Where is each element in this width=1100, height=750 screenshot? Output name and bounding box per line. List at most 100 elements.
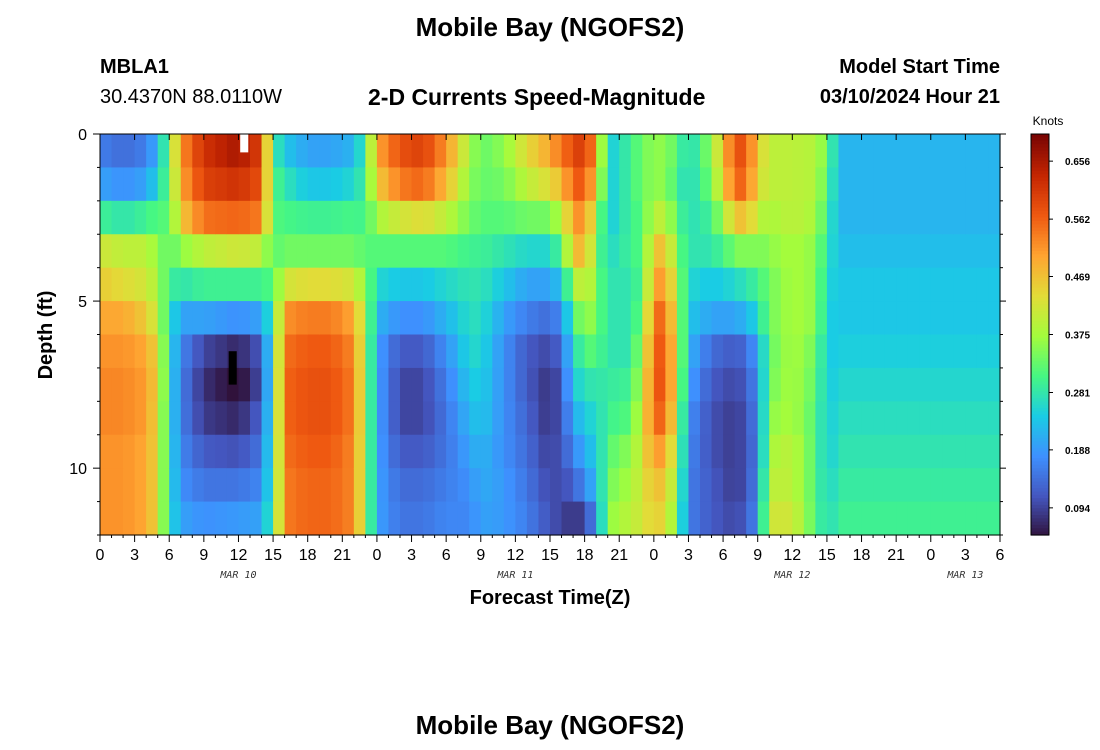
heatmap-cell: [850, 401, 863, 436]
heatmap-cell: [919, 434, 932, 469]
heatmap-cell: [550, 367, 563, 402]
heatmap-cell: [965, 167, 978, 202]
x-tick-label: 18: [853, 547, 871, 564]
heatmap-cell: [250, 301, 263, 336]
heatmap-cell: [134, 234, 147, 269]
heatmap-cell: [769, 367, 782, 402]
heatmap-cell: [930, 301, 943, 336]
heatmap-cell: [734, 234, 747, 269]
heatmap-cell: [630, 468, 643, 503]
heatmap-cell: [746, 267, 759, 302]
heatmap-cell: [642, 267, 655, 302]
heatmap-cell: [434, 334, 447, 369]
heatmap-cell: [723, 301, 736, 336]
colorbar-swatch: [1031, 284, 1049, 289]
heatmap-cell: [573, 234, 586, 269]
heatmap-cell: [319, 501, 332, 536]
heatmap-cell: [342, 367, 355, 402]
colorbar-swatch: [1031, 521, 1049, 526]
heatmap-cell: [584, 134, 597, 169]
heatmap-cell: [688, 134, 701, 169]
heatmap-cell: [803, 134, 816, 169]
heatmap-cell: [942, 434, 955, 469]
heatmap-cell: [815, 167, 828, 202]
heatmap-cell: [988, 301, 1001, 336]
heatmap-cell: [873, 334, 886, 369]
heatmap-cell: [723, 234, 736, 269]
heatmap-cell: [169, 234, 182, 269]
x-tick-label: 15: [264, 547, 282, 564]
heatmap-cell: [942, 367, 955, 402]
colorbar-swatch: [1031, 311, 1049, 316]
colorbar-swatch: [1031, 271, 1049, 275]
heatmap-cell: [376, 167, 390, 202]
heatmap-cell: [757, 401, 770, 436]
heatmap-cell: [480, 134, 493, 169]
heatmap-cell: [169, 301, 182, 336]
heatmap-cell: [480, 401, 493, 436]
colorbar: 0.656 0.562 0.469 0.375 0.281 0.188 0.094: [1030, 133, 1090, 536]
colorbar-swatch: [1031, 347, 1049, 352]
heatmap-cell: [319, 267, 332, 302]
heatmap-cell: [411, 301, 424, 336]
heatmap-cell: [596, 267, 609, 302]
heatmap-cell: [284, 200, 297, 235]
heatmap-cell: [907, 401, 920, 436]
heatmap-cell: [607, 468, 620, 503]
heatmap-cell: [642, 468, 655, 503]
heatmap-cell: [665, 134, 678, 169]
heatmap-cell: [215, 501, 228, 536]
heatmap-cell: [261, 134, 274, 169]
heatmap-cell: [434, 468, 447, 503]
heatmap-cell: [330, 200, 343, 235]
heatmap-cell: [365, 401, 378, 436]
heatmap-cell: [550, 134, 563, 169]
heatmap-cell: [330, 301, 343, 336]
heatmap-cell: [746, 501, 759, 536]
heatmap-cell: [561, 200, 574, 235]
heatmap-cell: [907, 200, 920, 235]
heatmap-cell: [676, 134, 690, 169]
heatmap-cell: [584, 167, 597, 202]
heatmap-cell: [365, 434, 378, 469]
heatmap-cell: [630, 234, 643, 269]
heatmap-cell: [838, 401, 851, 436]
heatmap-cell: [838, 334, 851, 369]
heatmap-cell: [157, 134, 170, 169]
heatmap-cell: [953, 134, 966, 169]
heatmap-cell: [596, 334, 609, 369]
heatmap-cell: [319, 134, 332, 169]
heatmap-cell: [330, 501, 343, 536]
heatmap-cell: [411, 267, 424, 302]
heatmap-cell: [573, 367, 586, 402]
heatmap-cell: [930, 200, 943, 235]
heatmap-cell: [584, 468, 597, 503]
heatmap-cell: [942, 501, 955, 536]
heatmap-cell: [400, 234, 413, 269]
colorbar-swatch: [1031, 468, 1049, 473]
heatmap-cell: [515, 267, 528, 302]
heatmap-cell: [146, 234, 159, 269]
colorbar-swatch: [1031, 498, 1049, 503]
heatmap-cell: [769, 167, 782, 202]
heatmap-cell: [688, 367, 701, 402]
heatmap-cell: [930, 167, 943, 202]
heatmap-cell: [757, 134, 770, 169]
heatmap-cell: [676, 501, 690, 536]
colorbar-swatch: [1031, 237, 1049, 242]
heatmap-cell: [619, 367, 632, 402]
heatmap-cell: [676, 334, 690, 369]
colorbar-swatch: [1031, 384, 1049, 389]
max-marker: [240, 134, 249, 153]
heatmap-cell: [757, 167, 770, 202]
heatmap-cell: [676, 267, 690, 302]
heatmap-cell: [700, 267, 713, 302]
heatmap-cell: [123, 434, 136, 469]
x-tick-label: 6: [719, 547, 728, 564]
heatmap-cell: [930, 468, 943, 503]
heatmap-cell: [573, 301, 586, 336]
heatmap-cell: [607, 401, 620, 436]
heatmap-cell: [400, 434, 413, 469]
colorbar-swatch: [1031, 157, 1049, 162]
heatmap-cell: [561, 134, 574, 169]
